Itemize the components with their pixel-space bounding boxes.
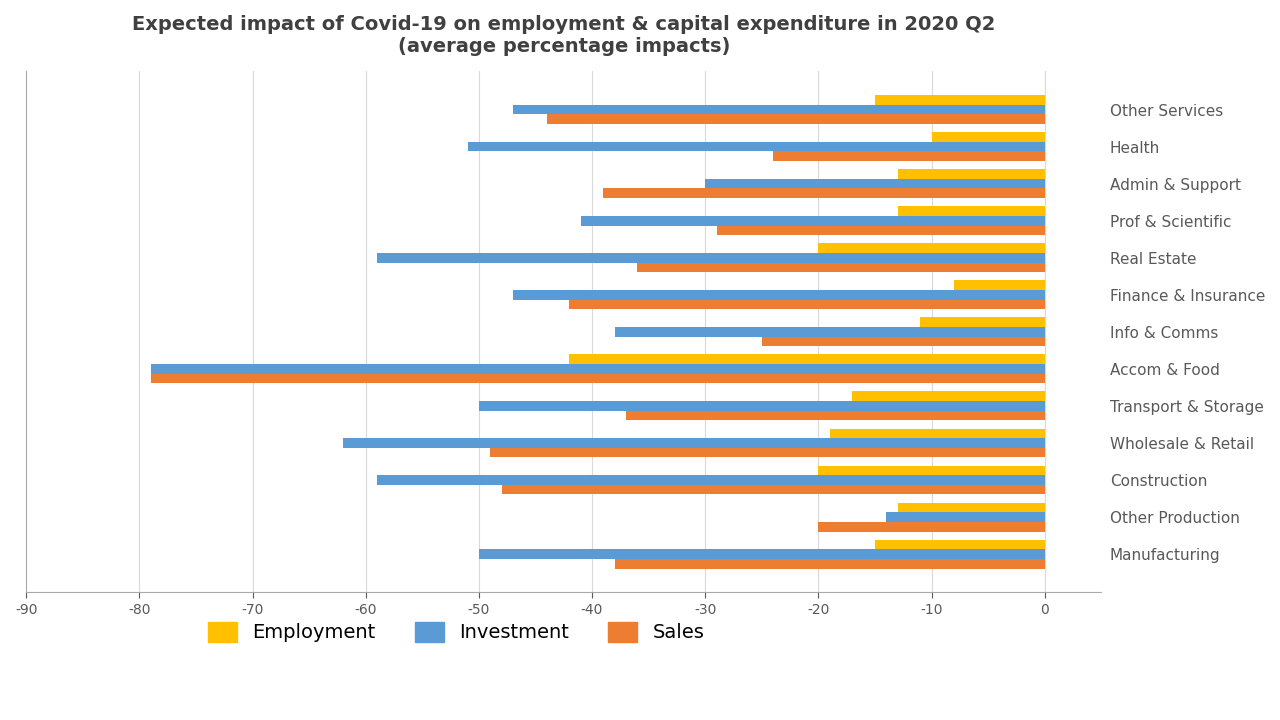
Bar (570, 354, 1044, 364)
Bar (581, 216, 1044, 225)
Bar (547, 114, 1044, 124)
Bar (513, 290, 1044, 300)
Legend: Employment, Investment, Sales: Employment, Investment, Sales (200, 614, 713, 650)
Bar (920, 318, 1044, 327)
Bar (773, 151, 1044, 161)
Title: Expected impact of Covid-19 on employment & capital expenditure in 2020 Q2
(aver: Expected impact of Covid-19 on employmen… (132, 15, 996, 56)
Bar (897, 206, 1044, 216)
Bar (479, 401, 1044, 410)
Bar (502, 485, 1044, 495)
Bar (818, 466, 1044, 475)
Bar (818, 522, 1044, 531)
Bar (378, 475, 1044, 485)
Bar (829, 428, 1044, 438)
Bar (614, 559, 1044, 569)
Bar (886, 512, 1044, 522)
Bar (897, 503, 1044, 512)
Bar (490, 448, 1044, 457)
Bar (954, 280, 1044, 290)
Bar (626, 410, 1044, 420)
Bar (852, 392, 1044, 401)
Bar (614, 327, 1044, 337)
Bar (378, 253, 1044, 263)
Bar (932, 132, 1044, 142)
Bar (818, 243, 1044, 253)
Bar (637, 263, 1044, 272)
Bar (570, 300, 1044, 310)
Bar (876, 95, 1044, 104)
Bar (762, 337, 1044, 346)
Bar (717, 225, 1044, 235)
Bar (479, 549, 1044, 559)
Bar (467, 142, 1044, 151)
Bar (151, 364, 1044, 374)
Bar (513, 104, 1044, 114)
Bar (897, 169, 1044, 179)
Bar (876, 540, 1044, 549)
Bar (705, 179, 1044, 189)
Bar (603, 189, 1044, 198)
Bar (343, 438, 1044, 448)
Bar (151, 374, 1044, 383)
